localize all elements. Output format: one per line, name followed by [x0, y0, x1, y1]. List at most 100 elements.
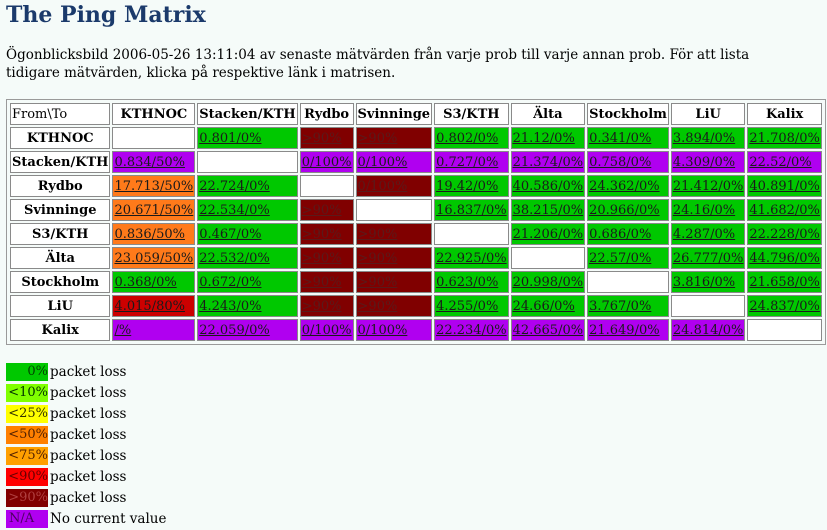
measurement-link[interactable]: 24.66/0%	[512, 298, 575, 314]
measurement-link[interactable]: 4.015/80%	[114, 298, 185, 314]
measurement-link[interactable]: >90%	[357, 226, 398, 242]
legend-item: 0% packet loss	[6, 361, 166, 382]
row-header: Stacken/KTH	[10, 151, 111, 173]
measurement-link[interactable]: 22.57/0%	[589, 250, 652, 266]
measurement-link[interactable]: 22.532/0%	[199, 250, 270, 266]
measurement-link[interactable]: 38.215/0%	[512, 202, 584, 218]
matrix-cell: 0/100%	[355, 319, 433, 341]
measurement-link[interactable]: 0.727/0%	[436, 154, 499, 170]
measurement-link[interactable]: 20.671/50%	[114, 202, 194, 218]
measurement-link[interactable]: >90%	[357, 298, 398, 314]
measurement-link[interactable]: 22.228/0%	[749, 226, 820, 242]
matrix-cell: 3.894/0%	[670, 127, 746, 149]
measurement-link[interactable]: >90%	[357, 274, 398, 290]
measurement-link[interactable]: 22.52/0%	[749, 154, 812, 170]
measurement-link[interactable]: 22.724/0%	[199, 178, 270, 194]
measurement-link[interactable]: 20.998/0%	[512, 274, 584, 290]
legend-item: <90% packet loss	[6, 466, 166, 487]
measurement-link[interactable]: 4.287/0%	[672, 226, 736, 242]
measurement-link[interactable]: 4.309/0%	[672, 154, 736, 170]
measurement-link[interactable]: /%	[114, 322, 132, 338]
matrix-cell: 22.228/0%	[747, 223, 822, 245]
measurement-link[interactable]: 21.12/0%	[512, 130, 575, 146]
legend-label: packet loss	[50, 426, 127, 443]
matrix-cell: 22.532/0%	[197, 247, 298, 269]
measurement-link[interactable]: 0/100%	[357, 322, 408, 338]
measurement-link[interactable]: 40.586/0%	[512, 178, 584, 194]
matrix-corner-label: From\To	[10, 103, 111, 125]
matrix-cell	[587, 271, 669, 293]
measurement-link[interactable]: >90%	[357, 130, 398, 146]
legend-label: packet loss	[50, 384, 127, 401]
ping-matrix-table: From\To KTHNOC Stacken/KTH Rydbo Svinninge S…	[8, 101, 824, 343]
measurement-link[interactable]: 20.966/0%	[589, 202, 660, 218]
measurement-link[interactable]: 41.682/0%	[749, 202, 820, 218]
measurement-link[interactable]: >90%	[357, 250, 398, 266]
measurement-link[interactable]: 17.713/50%	[114, 178, 194, 194]
measurement-link[interactable]: >90%	[301, 298, 342, 314]
measurement-link[interactable]: 3.816/0%	[672, 274, 736, 290]
measurement-link[interactable]: 0.801/0%	[199, 130, 262, 146]
measurement-link[interactable]: >90%	[301, 226, 342, 242]
row-header: Kalix	[10, 319, 111, 341]
measurement-link[interactable]: 26.777/0%	[672, 250, 744, 266]
measurement-link[interactable]: 21.708/0%	[749, 130, 820, 146]
measurement-link[interactable]: 24.814/0%	[672, 322, 744, 338]
measurement-link[interactable]: 22.234/0%	[436, 322, 507, 338]
matrix-cell: 40.891/0%	[747, 175, 822, 197]
matrix-row: Stockholm 0.368/0% 0.672/0% >90% >90% 0.623/0…	[10, 271, 822, 293]
measurement-link[interactable]: 22.534/0%	[199, 202, 270, 218]
matrix-cell: 24.362/0%	[587, 175, 669, 197]
matrix-cell: 22.534/0%	[197, 199, 298, 221]
measurement-link[interactable]: 0.672/0%	[199, 274, 262, 290]
matrix-cell: 3.767/0%	[587, 295, 669, 317]
measurement-link[interactable]: >90%	[301, 202, 342, 218]
measurement-link[interactable]: 0.836/50%	[114, 226, 185, 242]
measurement-link[interactable]: 0.368/0%	[114, 274, 177, 290]
measurement-link[interactable]: >90%	[301, 274, 342, 290]
legend-item: <75% packet loss	[6, 445, 166, 466]
measurement-link[interactable]: 0/100%	[357, 178, 408, 194]
measurement-link[interactable]: 0.758/0%	[589, 154, 652, 170]
measurement-link[interactable]: 21.374/0%	[512, 154, 584, 170]
measurement-link[interactable]: 22.059/0%	[199, 322, 270, 338]
measurement-link[interactable]: 4.243/0%	[199, 298, 262, 314]
measurement-link[interactable]: >90%	[301, 250, 342, 266]
legend: 0% packet loss <10% packet loss <25% packet l…	[6, 361, 166, 529]
measurement-link[interactable]: 0.623/0%	[436, 274, 499, 290]
measurement-link[interactable]: 0/100%	[301, 154, 352, 170]
measurement-link[interactable]: 0.802/0%	[436, 130, 499, 146]
measurement-link[interactable]: 3.767/0%	[589, 298, 652, 314]
matrix-cell	[299, 175, 354, 197]
matrix-row: KTHNOC 0.801/0% >90% >90% 0.802/0% 21.12/0% 0…	[10, 127, 822, 149]
matrix-cell: 21.374/0%	[510, 151, 586, 173]
measurement-link[interactable]: >90%	[301, 130, 342, 146]
measurement-link[interactable]: 0.834/50%	[114, 154, 185, 170]
measurement-link[interactable]: 21.412/0%	[672, 178, 744, 194]
measurement-link[interactable]: 21.649/0%	[589, 322, 660, 338]
matrix-row: Älta 23.059/50% 22.532/0% >90% >90% 22.925/0%…	[10, 247, 822, 269]
measurement-link[interactable]: 0.467/0%	[199, 226, 262, 242]
matrix-cell: 0.836/50%	[112, 223, 196, 245]
measurement-link[interactable]: 0/100%	[357, 154, 408, 170]
measurement-link[interactable]: 44.796/0%	[749, 250, 820, 266]
measurement-link[interactable]: 0/100%	[301, 322, 352, 338]
measurement-link[interactable]: 24.837/0%	[749, 298, 820, 314]
measurement-link[interactable]: 42.665/0%	[512, 322, 584, 338]
measurement-link[interactable]: 16.837/0%	[436, 202, 507, 218]
measurement-link[interactable]: 24.362/0%	[589, 178, 660, 194]
matrix-row: Stacken/KTH 0.834/50% 0/100% 0/100% 0.727/0…	[10, 151, 822, 173]
measurement-link[interactable]: 19.42/0%	[436, 178, 499, 194]
measurement-link[interactable]: 21.206/0%	[512, 226, 584, 242]
measurement-link[interactable]: 21.658/0%	[749, 274, 820, 290]
measurement-link[interactable]: 40.891/0%	[749, 178, 820, 194]
measurement-link[interactable]: 0.686/0%	[589, 226, 652, 242]
measurement-link[interactable]: 0.341/0%	[589, 130, 652, 146]
measurement-link[interactable]: 24.16/0%	[672, 202, 736, 218]
measurement-link[interactable]: 22.925/0%	[436, 250, 507, 266]
measurement-link[interactable]: 3.894/0%	[672, 130, 736, 146]
measurement-link[interactable]: 4.255/0%	[436, 298, 499, 314]
matrix-cell	[355, 199, 433, 221]
measurement-link[interactable]: 23.059/50%	[114, 250, 194, 266]
matrix-cell: 0/100%	[299, 319, 354, 341]
